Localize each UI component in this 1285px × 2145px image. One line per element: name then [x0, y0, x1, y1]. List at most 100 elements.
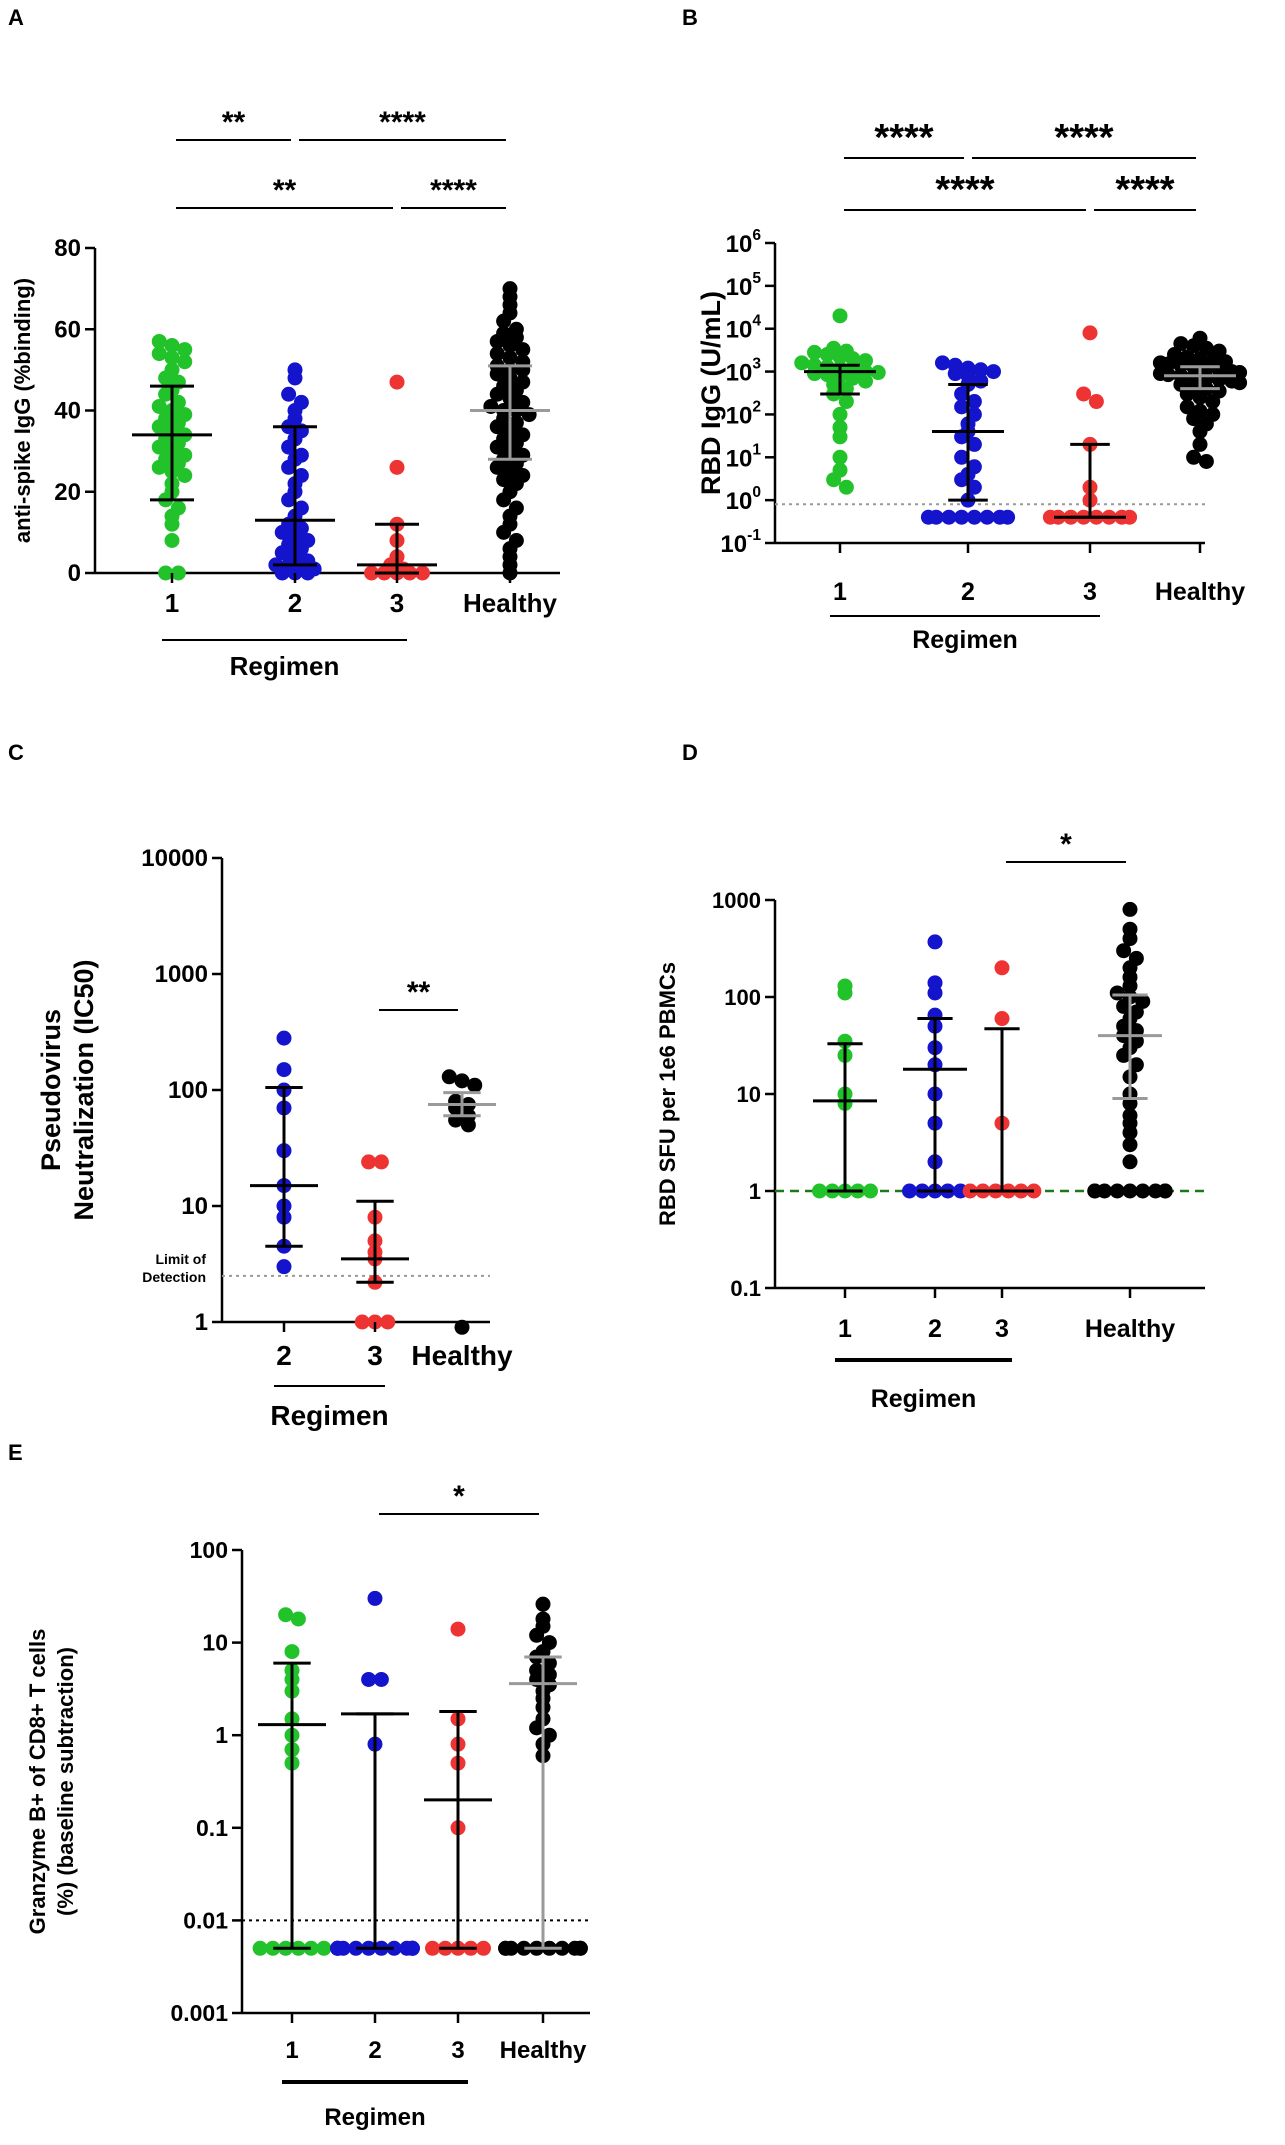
panel-a-point-1 — [151, 333, 167, 349]
panel-b-point-1 — [794, 355, 810, 371]
panel-a-point-2 — [281, 492, 297, 508]
panel-a-y-tick-label: 20 — [54, 479, 81, 506]
panel-b-point-healthy — [1205, 394, 1221, 410]
panel-e-y-tick-label: 100 — [190, 1537, 228, 1563]
panel-a-point-1 — [151, 346, 167, 362]
panel-e-point-1 — [252, 1940, 268, 1956]
panel-d-point-healthy — [1116, 1047, 1132, 1063]
panel-a-point-3 — [364, 565, 379, 581]
panel-c-y-tick-label: 1000 — [155, 961, 208, 988]
panel-b-point-2 — [941, 509, 957, 525]
panel-b-point-2 — [947, 366, 963, 382]
panel-a-point-healthy — [496, 313, 512, 329]
panel-d-point-healthy — [1122, 931, 1138, 947]
panel-e-point-healthy — [516, 1940, 532, 1956]
panel-d-category-label-healthy: Healthy — [1085, 1315, 1175, 1343]
panel-b-category-label-1: 1 — [833, 578, 847, 606]
panel-a-category-label-healthy: Healthy — [463, 588, 557, 618]
panel-c-point-healthy — [454, 1073, 470, 1089]
panel-d-y-tick-label: 10 — [737, 1082, 761, 1107]
panel-d-point-healthy — [1122, 1183, 1138, 1199]
panel-b-point-1 — [838, 394, 854, 410]
panel-b-point-2 — [954, 509, 970, 525]
panel-c-limit-label: Limit of — [155, 1251, 206, 1267]
panel-a-point-healthy — [496, 472, 512, 488]
panel-c-limit-label: Detection — [142, 1269, 206, 1285]
panel-d-category-label-1: 1 — [838, 1315, 852, 1343]
panel-b-y-tick-label: 102 — [726, 398, 762, 429]
panel-b-point-2 — [966, 394, 982, 410]
panel-b-point-healthy — [1186, 338, 1202, 354]
panel-e-y-tick-label: 0.1 — [196, 1815, 228, 1841]
panel-a-x-axis-title: Regimen — [230, 651, 340, 681]
panel-d-category-label-3: 3 — [995, 1315, 1009, 1343]
panel-b-y-tick-label: 10-1 — [720, 527, 761, 558]
panel-a-category-label-2: 2 — [288, 588, 302, 618]
panel-a-point-3 — [389, 374, 405, 390]
panel-a-point-healthy — [489, 459, 505, 475]
panel-label-E: E — [8, 1440, 23, 1465]
panel-c-chart: 1 10 100 1000 10000 Pseudovirus Neutralization… — [36, 845, 513, 1431]
panel-e-point-healthy — [541, 1655, 557, 1671]
panel-a-point-1 — [170, 565, 186, 581]
panel-b-point-healthy — [1192, 423, 1208, 439]
panel-a-point-1 — [177, 354, 193, 370]
panel-b-point-healthy — [1179, 386, 1195, 402]
panel-a-category-label-3: 3 — [390, 588, 404, 618]
panel-b-point-2 — [979, 509, 995, 525]
panel-b-y-tick-label: 105 — [726, 270, 762, 301]
panel-c-point-healthy — [467, 1077, 483, 1093]
panel-b-point-healthy — [1186, 449, 1202, 465]
panel-b-point-healthy — [1198, 453, 1214, 469]
panel-b-significance-label: **** — [1054, 117, 1113, 159]
panel-d-point-3 — [994, 1011, 1010, 1027]
panel-a-point-2 — [274, 565, 290, 581]
panel-e-x-axis-title: Regimen — [324, 2104, 425, 2131]
panel-b-point-1 — [807, 344, 822, 360]
panel-b-point-1 — [832, 308, 848, 324]
panel-a-category-label-1: 1 — [165, 588, 179, 618]
panel-c-point-3 — [380, 1314, 396, 1330]
panel-a-point-1 — [151, 419, 167, 435]
panel-b-point-3 — [1122, 509, 1138, 525]
panel-e-point-2 — [373, 1671, 389, 1687]
panel-label-A: A — [8, 5, 24, 30]
panel-c-y-axis-title: Pseudovirus — [36, 1009, 66, 1171]
panel-a-point-1 — [177, 468, 193, 483]
panel-a-point-healthy — [502, 338, 518, 353]
panel-a-point-healthy — [496, 524, 512, 540]
panel-d-y-axis-title: RBD SFU per 1e6 PBMCs — [655, 962, 680, 1226]
panel-a-point-3 — [415, 565, 430, 581]
panel-a-y-tick-label: 80 — [54, 235, 81, 262]
panel-d-y-tick-label: 100 — [724, 985, 761, 1010]
panel-b-point-2 — [966, 509, 982, 525]
panel-b-category-label-healthy: Healthy — [1155, 578, 1245, 606]
panel-b-point-2 — [973, 373, 989, 389]
panel-d-point-healthy — [1116, 943, 1132, 959]
panel-b-point-healthy — [1186, 411, 1202, 427]
panel-b-point-1 — [832, 349, 848, 365]
panel-b-point-1 — [845, 351, 861, 367]
panel-b-point-2 — [966, 436, 982, 452]
panel-a-significance-label: ** — [222, 106, 246, 139]
panel-c-y-tick-label: 1 — [195, 1309, 208, 1336]
panel-a-significance-label: **** — [430, 174, 477, 207]
panel-b-x-axis-title: Regimen — [912, 626, 1018, 654]
panel-a-point-1 — [164, 533, 180, 548]
panel-e-point-1 — [278, 1607, 294, 1623]
panel-d-point-2 — [927, 985, 943, 1001]
panel-b-y-tick-label: 101 — [726, 441, 762, 472]
panel-d-chart: 0.1 1 10 100 1000 RBD SFU per 1e6 PBMCs 1 2 3 Hea… — [655, 828, 1205, 1413]
panel-e-point-healthy — [535, 1596, 551, 1612]
panel-d-point-1 — [863, 1183, 878, 1199]
panel-d-x-axis-title: Regimen — [871, 1385, 977, 1413]
panel-b-point-1 — [819, 347, 835, 363]
panel-d-point-healthy — [1157, 1183, 1173, 1199]
panel-d-category-label-2: 2 — [928, 1315, 942, 1343]
panel-b-point-1 — [832, 406, 848, 422]
panel-b-point-2 — [954, 429, 970, 445]
panel-e-significance-label: * — [453, 1480, 465, 1513]
panel-a-point-2 — [281, 386, 297, 402]
panel-e-y-tick-label: 0.001 — [170, 2000, 228, 2026]
panel-b-point-healthy — [1192, 389, 1208, 405]
